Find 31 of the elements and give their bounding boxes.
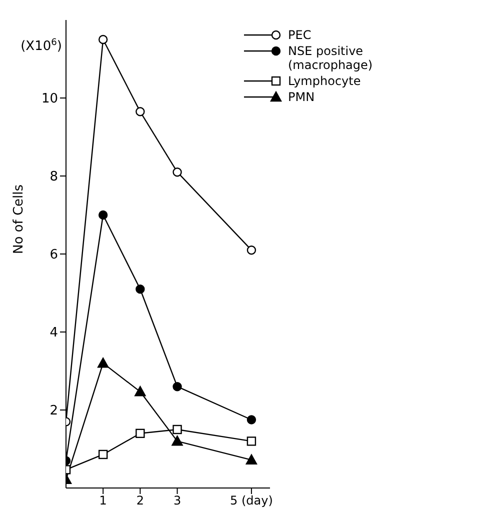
y-tick-label: 8 [50,170,58,185]
legend-label: Lymphocyte [288,74,361,88]
point [136,428,145,438]
legend-label: NSE positive (macrophage) [288,44,373,72]
legend-label: PMN [288,90,315,104]
point [246,246,256,255]
x-tick-label: 5 (day) [230,494,273,508]
x-tick-label: 2 [136,494,144,508]
legend-label: PEC [288,28,312,42]
point [172,382,182,392]
point [97,358,109,368]
point [136,284,145,294]
point [172,424,182,434]
point [98,450,108,460]
point [246,415,256,424]
text: (X10$^{6}$) [20,38,62,54]
point [172,436,183,446]
y-tick-label: 2 [50,404,58,419]
y-axis-title: No of Cells [12,184,27,254]
y-tick-label: 10 [41,92,58,107]
point [246,436,256,446]
point [136,107,145,116]
point [98,34,108,44]
point [246,454,258,465]
point [172,168,182,177]
y-tick-label: 6 [50,248,58,263]
y-tick-label: 4 [50,326,58,341]
point [134,386,146,396]
point [98,210,108,220]
x-tick-label: 3 [173,494,182,508]
x-tick-label: 1 [99,494,107,508]
